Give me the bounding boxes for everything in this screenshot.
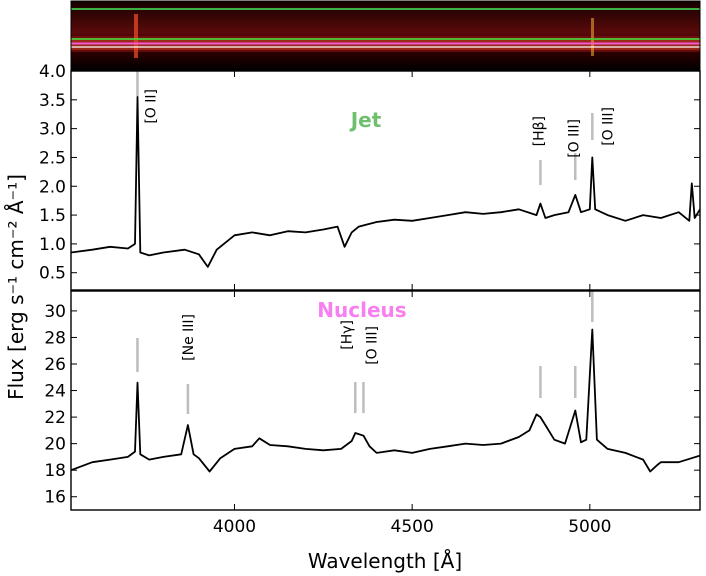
spectrum-2d-band <box>71 40 700 50</box>
nucleus-marker-group <box>136 291 594 414</box>
nucleus-y-tick-label: 26 <box>44 355 66 375</box>
jet-marker-group <box>136 71 594 185</box>
jet-x-ticks <box>233 71 591 290</box>
nucleus-y-ticks: 16 18 20 22 24 26 28 30 <box>44 302 700 508</box>
jet-line-label: [O II] <box>143 89 159 124</box>
jet-panel-title: Jet <box>349 108 382 132</box>
jet-plot-frame <box>70 70 701 291</box>
jet-line-label: [O III] <box>600 107 616 146</box>
nucleus-y-tick-label: 22 <box>44 408 66 428</box>
nucleus-plot-frame <box>70 290 701 511</box>
nucleus-annotation-group: [Ne III] [Hγ] [O III] <box>181 314 381 365</box>
nucleus-line-label: [Ne III] <box>181 314 197 361</box>
jet-y-ticks: 0.5 1.0 1.5 2.0 2.5 3.0 3.5 4.0 <box>39 62 700 284</box>
nucleus-y-tick-label: 18 <box>44 461 66 481</box>
jet-spectrum-line <box>71 96 700 268</box>
jet-y-tick-label: 4.0 <box>39 62 66 82</box>
x-axis-label: Wavelength [Å] <box>308 549 462 573</box>
jet-line-label: [O III] <box>566 119 582 158</box>
nucleus-y-tick-label: 20 <box>44 435 66 455</box>
oii-emission-streak <box>134 14 138 58</box>
spectrum-2d-image <box>71 1 700 70</box>
nucleus-line-label: [O III] <box>364 326 380 365</box>
spectrum-2d-frame <box>70 0 701 71</box>
jet-series-group <box>71 96 700 268</box>
nucleus-spectrum-line <box>71 328 700 473</box>
nucleus-y-tick-label: 24 <box>44 382 66 402</box>
nucleus-line-label: [Hγ] <box>339 320 355 350</box>
jet-y-tick-label: 2.0 <box>39 177 66 197</box>
nucleus-series-group <box>71 328 700 473</box>
jet-y-tick-label: 0.5 <box>39 264 66 284</box>
nucleus-panel: [Ne III] [Hγ] [O III] Nucleus 16 18 20 22 24 26… <box>44 290 701 537</box>
nucleus-x-tick-label: 4500 <box>391 517 434 537</box>
oiii-emission-streak <box>591 18 594 56</box>
jet-annotation-group: [O II] [Hβ] [O III] [O III] <box>143 89 616 158</box>
nucleus-y-tick-label: 30 <box>44 302 66 322</box>
nucleus-y-tick-label: 16 <box>44 488 66 508</box>
jet-y-tick-label: 3.0 <box>39 120 66 140</box>
jet-y-tick-label: 2.5 <box>39 148 66 168</box>
jet-panel: [O II] [Hβ] [O III] [O III] Jet 0.5 1.0 1.5 2.… <box>39 62 701 291</box>
nucleus-x-tick-label: 5000 <box>568 517 611 537</box>
jet-line-label: [Hβ] <box>531 116 547 146</box>
y-axis-label: Flux [erg s⁻¹ cm⁻² Å⁻¹] <box>4 174 28 400</box>
spectrum-2d-panel <box>70 0 701 71</box>
jet-y-tick-label: 3.5 <box>39 91 66 111</box>
nucleus-x-tick-label: 4000 <box>213 517 256 537</box>
jet-y-tick-label: 1.0 <box>39 235 66 255</box>
jet-y-tick-label: 1.5 <box>39 206 66 226</box>
nucleus-x-ticks: 4000 4500 5000 <box>213 291 611 537</box>
nucleus-panel-title: Nucleus <box>317 298 406 322</box>
nucleus-y-tick-label: 28 <box>44 328 66 348</box>
